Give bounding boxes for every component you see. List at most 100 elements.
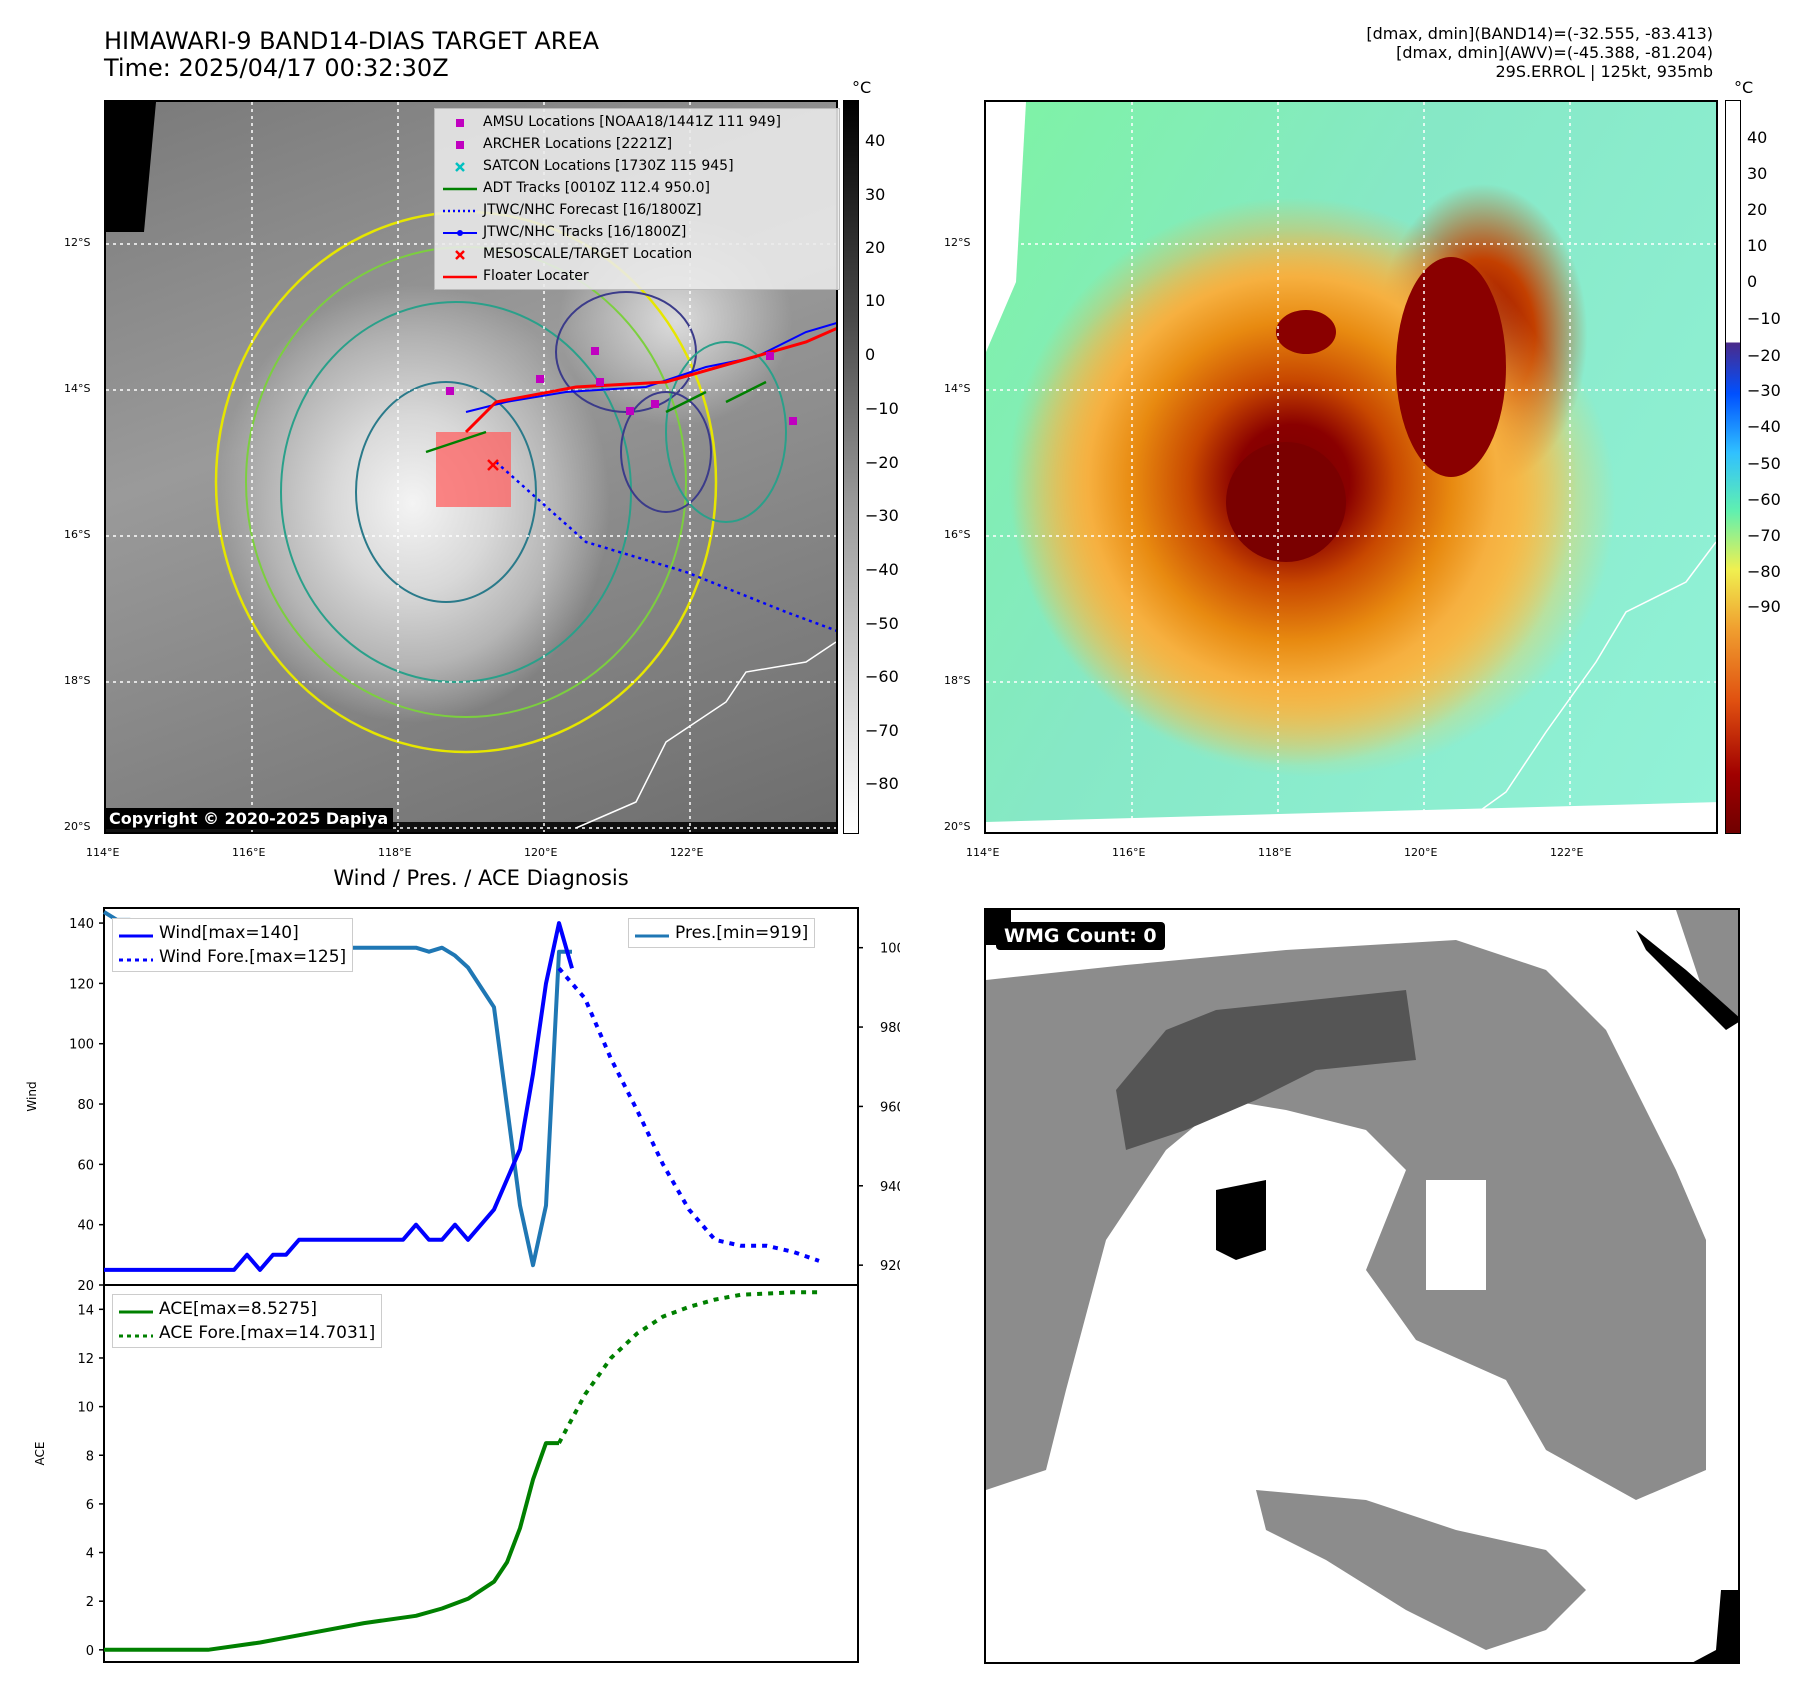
colorbar-tick-label: 0: [1747, 272, 1758, 292]
title-line-1: HIMAWARI-9 BAND14-DIAS TARGET AREA: [104, 27, 600, 55]
title-line-2: Time: 2025/04/17 00:32:30Z: [104, 54, 449, 82]
lat-label: 12°S: [944, 236, 971, 249]
wind-ytick-label: 60: [77, 1158, 94, 1173]
colorbar-tick-label: −10: [865, 399, 899, 419]
wind-ytick-label: 140: [69, 917, 94, 932]
ace-legend-label: ACE[max=8.5275]: [159, 1299, 317, 1319]
colorbar-tick-label: 10: [865, 291, 886, 311]
colorbar-tick-label: 20: [865, 237, 886, 257]
colorbar-tick-label: −80: [1747, 562, 1781, 582]
lon-label: 122°E: [1550, 846, 1584, 859]
pressure-ytick-label: 940: [880, 1180, 900, 1195]
ace-forecast-legend-label: ACE Fore.[max=14.7031]: [159, 1323, 376, 1343]
lat-label: 12°S: [64, 236, 91, 249]
map-legend-item: ARCHER Locations [2221Z]: [443, 133, 831, 155]
info-line-2: [dmax, dmin](AWV)=(-45.388, -81.204): [1396, 43, 1713, 62]
wv-map-panel: [984, 100, 1718, 834]
ace-ytick-label: 4: [86, 1547, 94, 1562]
map-legend-label: JTWC/NHC Tracks [16/1800Z]: [483, 224, 687, 240]
map-legend-label: MESOSCALE/TARGET Location: [483, 246, 693, 262]
colorbar-tick-label: −20: [1747, 345, 1781, 365]
colorbar-tick-label: 10: [1747, 236, 1768, 256]
figure-title: HIMAWARI-9 BAND14-DIAS TARGET AREA Time:…: [104, 28, 599, 82]
colorbar-tick-label: −60: [1747, 489, 1781, 509]
colorbar-tick-label: −50: [1747, 453, 1781, 473]
colorbar-tick-label: 40: [1747, 127, 1768, 147]
wind-ytick-label: 20: [77, 1279, 94, 1294]
colorbar-tick-label: −90: [1747, 597, 1781, 617]
map-legend-label: JTWC/NHC Forecast [16/1800Z]: [483, 202, 702, 218]
lat-label: 14°S: [64, 382, 91, 395]
ace-line: [104, 1441, 559, 1652]
wind-axis-label: Wind: [25, 1081, 39, 1111]
map-legend-label: ADT Tracks [0010Z 112.4 950.0]: [483, 180, 710, 196]
map-legend-label: AMSU Locations [NOAA18/1441Z 111 949]: [483, 114, 782, 130]
ace-ytick-label: 8: [86, 1449, 94, 1464]
pressure-ytick-label: 980: [880, 1021, 900, 1036]
pressure-ytick-label: 960: [880, 1100, 900, 1115]
colorbar-tick-label: 30: [865, 184, 886, 204]
colorbar-tick-label: −80: [865, 773, 899, 793]
wind-legend: Wind[max=140] Wind Fore.[max=125]: [112, 918, 354, 972]
wind-legend-label: Wind[max=140]: [159, 923, 299, 943]
ace-axis-label: ACE: [33, 1442, 47, 1466]
colorbar-tick-label: −30: [1747, 380, 1781, 400]
lon-label: 122°E: [670, 846, 704, 859]
wmg-panel: [984, 908, 1740, 1664]
colorbar-tick-label: −70: [865, 720, 899, 740]
colorbar-tick-label: 0: [865, 344, 876, 364]
ace-ytick-label: 10: [77, 1401, 94, 1416]
map-legend-item: Floater Locater: [443, 265, 831, 287]
colorbar-tick-label: −70: [1747, 526, 1781, 546]
info-line-1: [dmax, dmin](BAND14)=(-32.555, -83.413): [1366, 24, 1713, 43]
wind-forecast-legend-label: Wind Fore.[max=125]: [159, 947, 347, 967]
wind-ytick-label: 100: [69, 1038, 94, 1053]
map-legend-label: ARCHER Locations [2221Z]: [483, 136, 673, 152]
lon-label: 114°E: [86, 846, 120, 859]
colorbar-tick-label: −30: [865, 506, 899, 526]
ir-colorbar: [843, 100, 859, 834]
lat-label: 16°S: [944, 528, 971, 541]
wv-colorbar-unit: °C: [1734, 78, 1754, 97]
map-legend-item: ADT Tracks [0010Z 112.4 950.0]: [443, 177, 831, 199]
lat-label: 20°S: [64, 820, 91, 833]
pressure-ytick-label: 1000: [880, 942, 900, 957]
figure-info: [dmax, dmin](BAND14)=(-32.555, -83.413) …: [1366, 24, 1713, 81]
ace-axes: [103, 1284, 859, 1663]
copyright-label: Copyright © 2020-2025 Dapiya: [104, 808, 394, 829]
lon-label: 114°E: [966, 846, 1000, 859]
lon-label: 116°E: [232, 846, 266, 859]
lat-label: 20°S: [944, 820, 971, 833]
ace-ytick-label: 12: [77, 1352, 94, 1367]
ace-forecast-line: [557, 1290, 819, 1445]
ace-ytick-label: 14: [77, 1303, 94, 1318]
colorbar-tick-label: −50: [865, 613, 899, 633]
colorbar-tick-label: −60: [865, 667, 899, 687]
lon-label: 118°E: [1258, 846, 1292, 859]
lat-label: 18°S: [944, 674, 971, 687]
diagnosis-title: Wind / Pres. / ACE Diagnosis: [333, 866, 629, 890]
wv-map-overlay: [986, 102, 1716, 832]
colorbar-tick-label: −20: [865, 452, 899, 472]
pressure-ytick-label: 920: [880, 1259, 900, 1274]
map-legend-item: MESOSCALE/TARGET Location: [443, 243, 831, 265]
map-legend-item: SATCON Locations [1730Z 115 945]: [443, 155, 831, 177]
map-legend-label: SATCON Locations [1730Z 115 945]: [483, 158, 734, 174]
info-line-3: 29S.ERROL | 125kt, 935mb: [1495, 62, 1713, 81]
ace-ytick-label: 6: [86, 1498, 94, 1513]
wind-ytick-label: 80: [77, 1098, 94, 1113]
map-legend-item: JTWC/NHC Tracks [16/1800Z]: [443, 221, 831, 243]
wind-ytick-label: 40: [77, 1219, 94, 1234]
ace-legend: ACE[max=8.5275] ACE Fore.[max=14.7031]: [112, 1294, 383, 1348]
map-legend-label: Floater Locater: [483, 268, 589, 284]
map-legend-item: AMSU Locations [NOAA18/1441Z 111 949]: [443, 111, 831, 133]
colorbar-tick-label: −40: [1747, 416, 1781, 436]
lon-label: 118°E: [378, 846, 412, 859]
colorbar-tick-label: −40: [865, 560, 899, 580]
ace-ytick-label: 0: [86, 1644, 94, 1659]
lat-label: 14°S: [944, 382, 971, 395]
wind-line: [104, 921, 574, 1272]
wmg-count-badge: WMG Count: 0: [996, 922, 1165, 950]
colorbar-tick-label: 40: [865, 131, 886, 151]
wind-ytick-label: 120: [69, 977, 94, 992]
